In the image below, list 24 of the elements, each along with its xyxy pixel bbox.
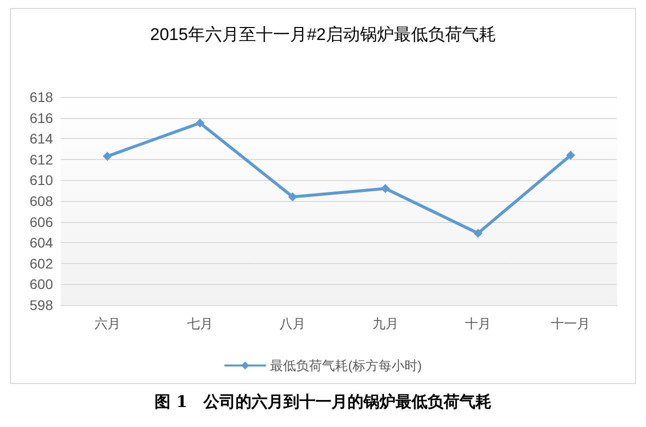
y-tick-label: 604 (30, 234, 54, 251)
y-tick-label: 616 (30, 110, 54, 126)
y-tick-label: 598 (30, 297, 54, 313)
chart-title: 2015年六月至十一月#2启动锅炉最低负荷气耗 (150, 25, 496, 44)
y-tick-label: 608 (30, 193, 54, 209)
x-tick-label: 八月 (280, 316, 306, 331)
point (474, 228, 482, 238)
y-tick-label: 618 (30, 89, 54, 105)
point (566, 150, 576, 160)
y-tick-label: 602 (30, 255, 54, 272)
y-tick-label: 612 (30, 151, 54, 168)
caption: 图 1 公司的六月到十一月的锅炉最低负荷气耗 (154, 392, 492, 413)
y-tick-label: 606 (30, 214, 54, 230)
x-tick-label: 十一月 (551, 316, 590, 331)
y-tick-label: 610 (30, 172, 54, 188)
point (196, 118, 204, 128)
x-tick-label: 九月 (372, 316, 398, 331)
x-tick-label: 七月 (187, 316, 213, 331)
x-tick-label: 六月 (94, 316, 120, 331)
y-tick-label: 600 (30, 276, 54, 292)
y-tick-label: 614 (30, 130, 54, 147)
legend-label: 最低负荷气耗(标方每小时) (270, 358, 422, 373)
x-tick-label: 十月 (465, 316, 491, 331)
point (102, 152, 112, 161)
